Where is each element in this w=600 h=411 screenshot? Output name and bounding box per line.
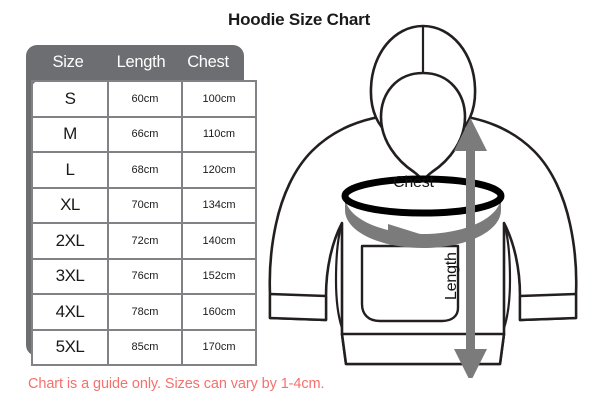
cell-chest: 152cm <box>181 257 257 295</box>
table-row: XL 70cm 134cm <box>31 186 257 224</box>
column-header-length: Length <box>116 53 166 71</box>
cell-length: 72cm <box>107 222 183 260</box>
chart-disclaimer-caption: Chart is a guide only. Sizes can vary by… <box>28 376 325 392</box>
cell-size: 4XL <box>31 293 109 331</box>
table-row: 2XL 72cm 140cm <box>31 222 257 260</box>
page-title: Hoodie Size Chart <box>228 10 371 29</box>
cell-size: M <box>31 115 109 153</box>
cell-length: 68cm <box>107 151 183 189</box>
table-row: M 66cm 110cm <box>31 115 257 153</box>
table-row: S 60cm 100cm <box>31 80 257 118</box>
column-header-chest: Chest <box>187 53 229 71</box>
cell-chest: 110cm <box>181 115 257 153</box>
cell-size: S <box>31 80 109 118</box>
cell-chest: 160cm <box>181 293 257 331</box>
table-row: 5XL 85cm 170cm <box>31 328 257 366</box>
kangaroo-pocket <box>360 244 460 323</box>
cell-size: L <box>31 151 109 189</box>
cell-chest: 170cm <box>181 328 257 366</box>
column-header-size: Size <box>52 53 84 71</box>
length-double-arrow <box>454 118 487 378</box>
cell-length: 78cm <box>107 293 183 331</box>
table-row: 4XL 78cm 160cm <box>31 293 257 331</box>
cell-length: 60cm <box>107 80 183 118</box>
left-underarm-seam <box>334 222 344 329</box>
cell-chest: 140cm <box>181 222 257 260</box>
cell-length: 70cm <box>107 186 183 224</box>
left-cuff <box>268 292 328 322</box>
cell-length: 85cm <box>107 328 183 366</box>
length-measurement-label: Length <box>443 252 460 300</box>
size-chart-table: Size Length Chest S 60cm 100cm M 66cm 11… <box>26 45 257 366</box>
cell-chest: 134cm <box>181 186 257 224</box>
measurements-table: S 60cm 100cm M 66cm 110cm L 68cm 120cm <box>31 80 257 366</box>
table-row: L 68cm 120cm <box>31 151 257 189</box>
cell-size: 3XL <box>31 257 109 295</box>
cell-size: 5XL <box>31 328 109 366</box>
table-body-area: S 60cm 100cm M 66cm 110cm L 68cm 120cm <box>31 80 257 366</box>
right-underarm-seam <box>502 222 512 329</box>
right-cuff <box>518 292 578 322</box>
chest-band-ellipse <box>341 175 505 217</box>
cell-length: 76cm <box>107 257 183 295</box>
cell-chest: 100cm <box>181 80 257 118</box>
chest-measurement-label: Chest <box>393 174 434 191</box>
chest-loop-arrow <box>341 175 505 248</box>
cell-chest: 120cm <box>181 151 257 189</box>
table-row: 3XL 76cm 152cm <box>31 257 257 295</box>
cell-length: 66cm <box>107 115 183 153</box>
cell-size: XL <box>31 186 109 224</box>
table-header-row: Size Length Chest <box>31 45 239 80</box>
hoodie-diagram <box>268 18 600 378</box>
cell-size: 2XL <box>31 222 109 260</box>
